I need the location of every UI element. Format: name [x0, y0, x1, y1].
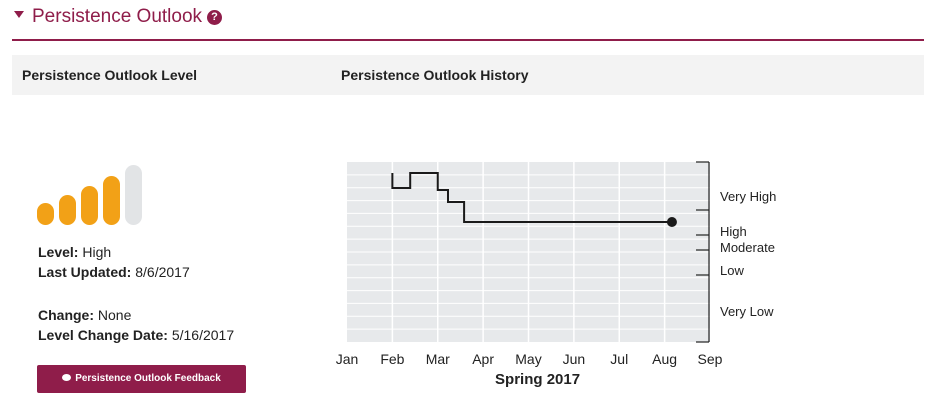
x-tick-label: Jan [336, 351, 359, 367]
x-tick-label: Jul [610, 351, 628, 367]
x-tick-label: Apr [472, 351, 494, 367]
level-value: High [82, 244, 112, 260]
level-change-date-value: 5/16/2017 [171, 327, 235, 343]
last-updated-label: Last Updated: [38, 264, 132, 280]
signal-bar [59, 195, 76, 225]
y-category-label: Very High [720, 189, 776, 204]
y-category-label: Very Low [720, 304, 774, 319]
y-category-label: High [720, 224, 747, 239]
y-category-label: Moderate [720, 240, 775, 255]
level-change-date-line: Level Change Date: 5/16/2017 [38, 327, 234, 343]
history-column-header: Persistence Outlook History [341, 67, 529, 83]
question-circle-icon[interactable]: ? [207, 10, 223, 25]
section-title[interactable]: Persistence Outlook? [32, 6, 223, 28]
collapse-toggle-icon[interactable] [14, 11, 24, 18]
section-header: Persistence Outlook? [0, 0, 931, 41]
level-line: Level: High [38, 244, 111, 260]
signal-bar [125, 165, 142, 225]
header-divider [12, 39, 924, 41]
x-tick-label: Aug [652, 351, 677, 367]
last-updated-line: Last Updated: 8/6/2017 [38, 264, 190, 280]
signal-bar [103, 176, 120, 225]
y-category-label: Low [720, 263, 744, 278]
x-axis-title: Spring 2017 [495, 371, 580, 388]
latest-point-marker [666, 217, 677, 227]
history-series-line [391, 172, 672, 223]
speech-bubble-icon [62, 374, 72, 381]
x-tick-label: Mar [426, 351, 450, 367]
feedback-button-label: Persistence Outlook Feedback [75, 373, 221, 384]
x-tick-label: Jun [563, 351, 586, 367]
signal-bar [81, 186, 98, 225]
x-tick-label: May [515, 351, 541, 367]
column-header-bar: Persistence Outlook Level Persistence Ou… [12, 55, 924, 95]
signal-bar [37, 203, 54, 225]
level-change-date-label: Level Change Date: [38, 327, 168, 343]
x-tick-label: Feb [380, 351, 404, 367]
change-line: Change: None [38, 307, 131, 323]
change-value: None [97, 307, 132, 323]
level-label: Level: [38, 244, 79, 260]
last-updated-value: 8/6/2017 [135, 264, 190, 280]
level-signal-bars [37, 165, 147, 225]
change-label: Change: [38, 307, 94, 323]
feedback-button[interactable]: Persistence Outlook Feedback [37, 365, 246, 393]
section-title-text: Persistence Outlook [32, 6, 203, 27]
x-tick-label: Sep [698, 351, 723, 367]
level-column-header: Persistence Outlook Level [22, 67, 198, 83]
